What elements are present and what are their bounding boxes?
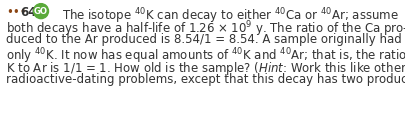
Text: K to Ar is 1/1 = 1. How old is the sample? ($\mathit{Hint}$: Work this like othe: K to Ar is 1/1 = 1. How old is the sampl… bbox=[6, 60, 405, 77]
Circle shape bbox=[34, 4, 49, 19]
Text: only $^{40}$K. It now has equal amounts of $^{40}$K and $^{40}$Ar; that is, the : only $^{40}$K. It now has equal amounts … bbox=[6, 46, 405, 66]
Text: GO: GO bbox=[34, 7, 48, 16]
Text: radioactive-dating problems, except that this decay has two products.): radioactive-dating problems, except that… bbox=[6, 73, 405, 86]
Text: The isotope $^{40}$K can decay to either $^{40}$Ca or $^{40}$Ar; assume: The isotope $^{40}$K can decay to either… bbox=[62, 6, 399, 26]
Text: 64: 64 bbox=[20, 6, 36, 19]
Text: both decays have a half-life of 1.26 $\times$ 10$^9$ y. The ratio of the Ca pro-: both decays have a half-life of 1.26 $\t… bbox=[6, 20, 405, 39]
Text: duced to the Ar produced is 8.54/1 = 8.54. A sample originally had: duced to the Ar produced is 8.54/1 = 8.5… bbox=[6, 33, 402, 46]
Text: •••: ••• bbox=[6, 6, 27, 19]
